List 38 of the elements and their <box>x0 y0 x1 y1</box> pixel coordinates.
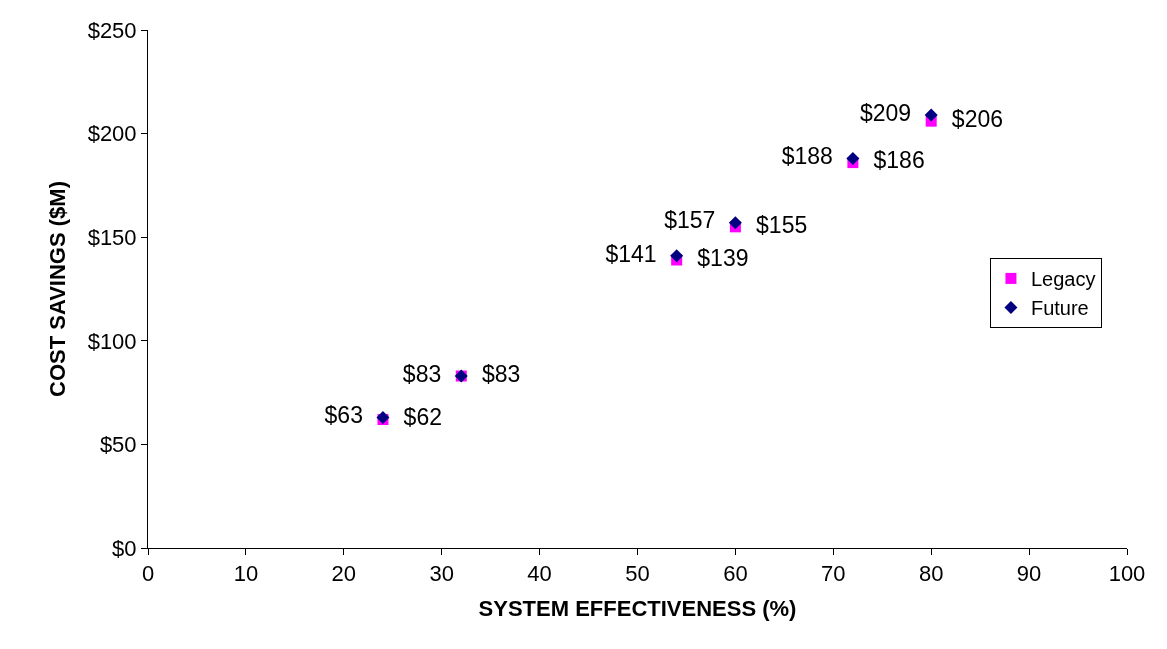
x-tick-label: 80 <box>918 561 944 587</box>
y-tick-label: $0 <box>112 535 137 561</box>
legend-label: Future <box>1030 297 1089 320</box>
data-label: $186 <box>860 147 925 174</box>
x-tick-label: 100 <box>1108 561 1146 587</box>
y-axis-title: COST SAVINGS ($M) <box>45 181 71 397</box>
x-tick-label: 50 <box>625 561 650 587</box>
point <box>728 216 742 230</box>
x-tick-label: 30 <box>429 561 454 587</box>
x-tick-label: 40 <box>527 561 552 587</box>
x-axis-title: SYSTEM EFFECTIVENESS (%) <box>478 596 797 622</box>
data-label: $188 <box>781 143 846 170</box>
data-label: $83 <box>402 360 455 387</box>
data-label: $141 <box>605 240 670 267</box>
y-tick-label: $100 <box>87 328 137 354</box>
data-label: $83 <box>469 360 521 387</box>
data-label: $139 <box>684 244 749 271</box>
y-tick-label: $250 <box>87 17 137 43</box>
data-label: $155 <box>743 211 808 238</box>
y-tick-label: $50 <box>99 432 137 458</box>
x-tick-label: 90 <box>1016 561 1042 587</box>
point <box>924 108 938 122</box>
data-label: $209 <box>860 99 924 126</box>
data-label: $62 <box>390 404 442 431</box>
legend-label: Legacy <box>1030 268 1096 291</box>
data-label: $206 <box>939 105 1004 132</box>
x-tick-label: 20 <box>331 561 357 587</box>
data-label: $157 <box>664 207 729 234</box>
x-tick-label: 70 <box>821 561 846 587</box>
point <box>846 151 860 165</box>
x-tick-label: 10 <box>233 561 259 587</box>
data-label: $63 <box>324 402 376 429</box>
point <box>376 410 390 424</box>
y-tick-label: $200 <box>87 121 137 147</box>
point <box>670 249 684 263</box>
y-tick-label: $150 <box>87 224 137 250</box>
x-tick-label: 0 <box>141 561 155 587</box>
x-tick-label: 60 <box>723 561 748 587</box>
